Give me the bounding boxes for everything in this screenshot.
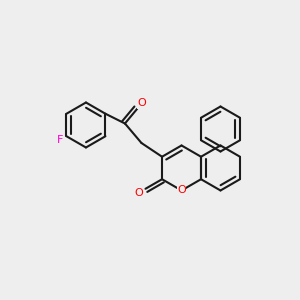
- Text: O: O: [135, 188, 143, 197]
- Text: O: O: [138, 98, 146, 108]
- Text: O: O: [177, 185, 186, 196]
- Text: F: F: [56, 135, 63, 145]
